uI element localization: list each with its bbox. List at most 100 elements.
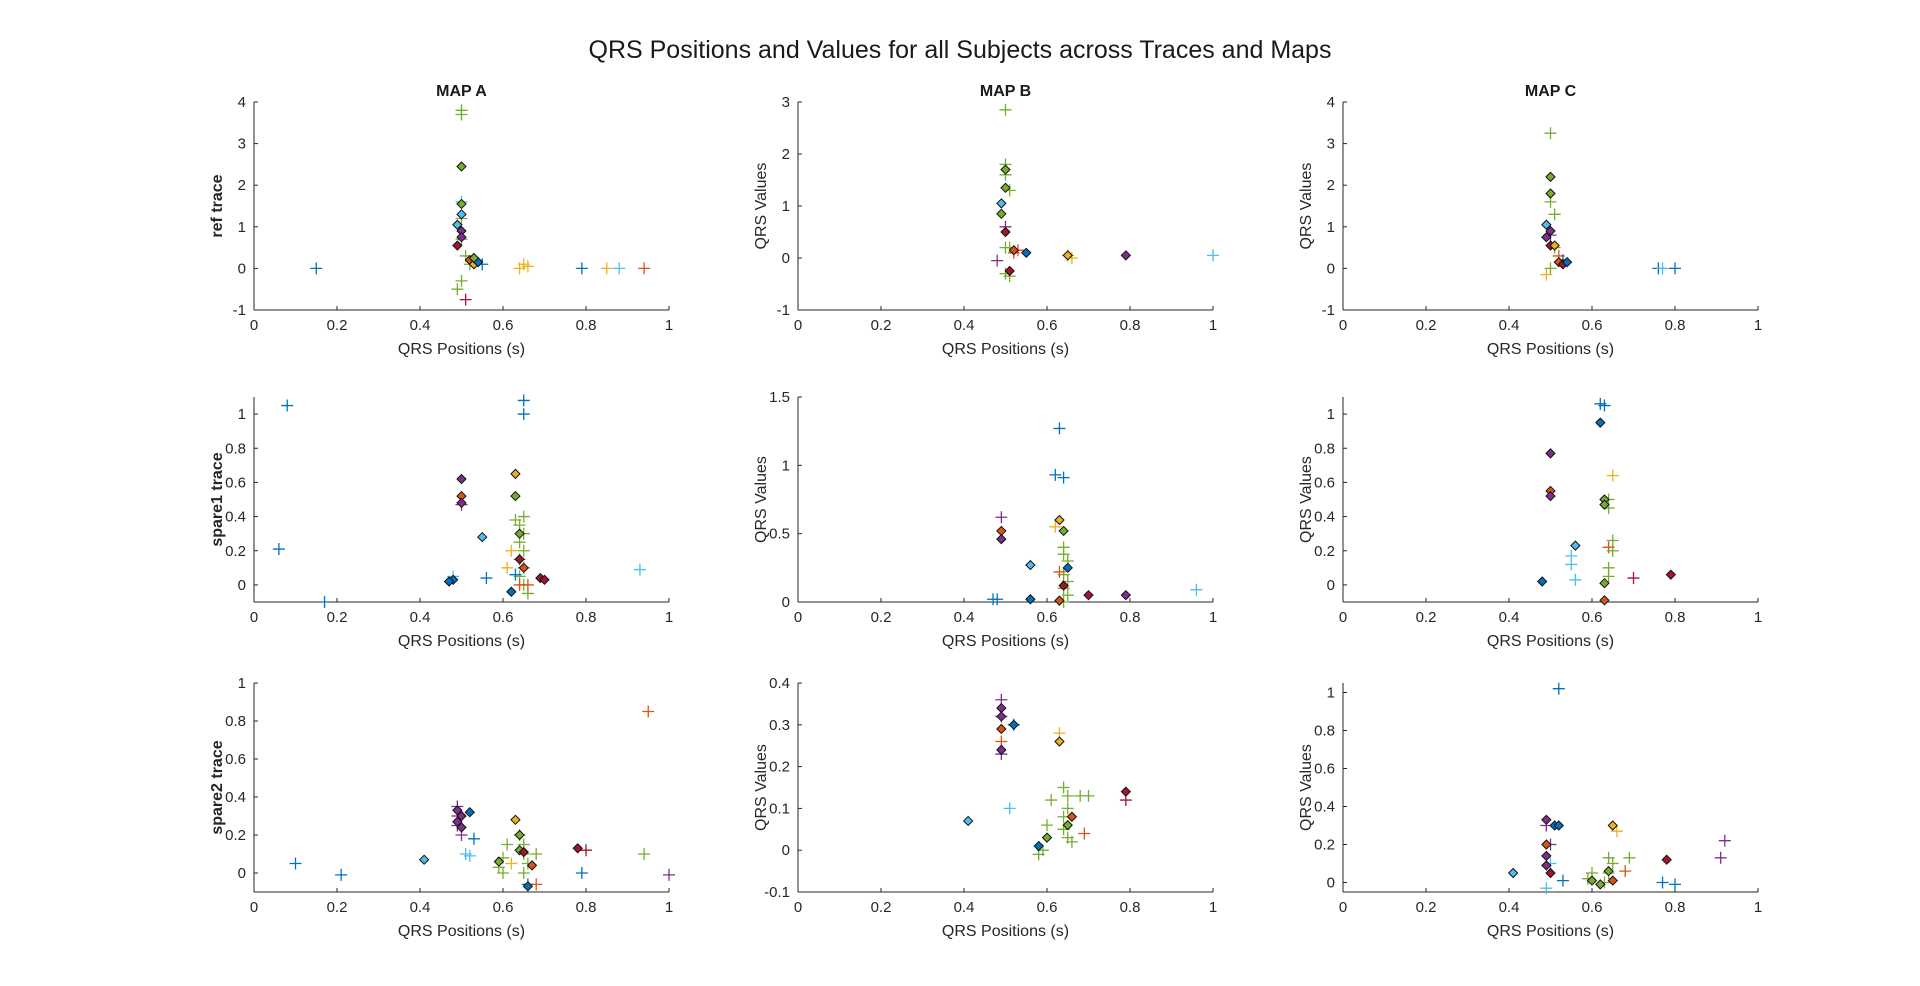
plot-8-diamond-point-4 [1008, 719, 1020, 731]
plot-9-plus-point-13 [1610, 825, 1623, 838]
plot-6-diamond-point-3 [1545, 490, 1556, 502]
plot-5-ytick-label-2: 1 [782, 457, 790, 474]
plot-7-plus-point-1 [638, 848, 651, 860]
plot-8-plus-point-21 [1045, 794, 1058, 807]
plot-6-plus-point-10 [1569, 573, 1582, 586]
plot-7-xtick-label-1: 0.2 [327, 899, 348, 916]
plot-7-xtick-label-2: 0.4 [410, 899, 431, 916]
plot-6-plus-point-9 [1602, 570, 1615, 583]
plot-3-ytick-label-4: 3 [1327, 136, 1335, 153]
plot-5-ytick-label-0: 0 [782, 594, 790, 611]
plot-9-diamond-point-5 [1541, 860, 1552, 871]
plot-3-diamond-point-1 [1545, 188, 1556, 199]
plot-7-plus-point-25 [580, 844, 592, 857]
plot-8-ytick-label-3: 0.2 [769, 759, 790, 776]
plot-1-ytick-label-4: 3 [238, 136, 246, 153]
plot-5-diamond-point-8 [1054, 595, 1065, 606]
plot-6-ytick-label-3: 0.6 [1314, 474, 1335, 491]
plot-6-plus-point-12 [1565, 558, 1578, 571]
plot-7-ytick-label-1: 0.2 [225, 827, 246, 844]
plot-8-ytick-label-1: 0 [782, 842, 790, 859]
plot-3-plus-point-4 [1544, 262, 1557, 275]
plot-2-diamond-point-5 [1004, 265, 1015, 277]
column-title-1: MAP A [436, 83, 487, 100]
plot-4-diamond-point-2 [456, 497, 467, 509]
plot-4-plus-point-21 [521, 578, 534, 591]
plot-9-plus-point-6 [1540, 882, 1553, 895]
plot-8-plus-point-19 [1078, 827, 1091, 840]
plot-4-xlabel: QRS Positions (s) [398, 633, 525, 650]
plot-9-ytick-label-4: 0.8 [1314, 723, 1335, 740]
plot-9-diamond-point-2 [1553, 820, 1565, 831]
plot-9-ytick-label-5: 1 [1327, 685, 1335, 702]
plot-5-xtick-label-0: 0 [794, 609, 802, 626]
plot-4-plus-point-13 [517, 544, 530, 557]
plot-1-plus-point-10 [521, 260, 534, 273]
plot-2-diamond-point-2 [996, 198, 1007, 209]
plot-3-diamond-point-9 [1561, 256, 1573, 268]
plot-4-diamond-point-6 [510, 468, 521, 480]
plot-9-xtick-label-5: 1 [1754, 899, 1762, 916]
plot-9-diamond-point-4 [1541, 850, 1552, 862]
plot-5-diamond-point-3 [1025, 594, 1036, 605]
plot-6-xtick-label-1: 0.2 [1416, 609, 1437, 626]
plot-5-xlabel: QRS Positions (s) [942, 633, 1069, 650]
plot-9-plus-point-11 [1606, 857, 1619, 870]
plot-2-plus-point-14 [999, 241, 1012, 254]
plot-8-ytick-label-5: 0.4 [769, 675, 790, 692]
plot-7-plus-point-16 [505, 857, 518, 870]
plot-2-diamond-point-1 [1000, 182, 1011, 194]
plot-8-xtick-label-4: 0.8 [1120, 899, 1141, 916]
plot-7-diamond-point-7 [510, 814, 521, 826]
plot-2-xtick-label-3: 0.6 [1037, 317, 1058, 334]
plot-6-xlabel: QRS Positions (s) [1487, 633, 1614, 650]
plot-1-plus-point-13 [600, 262, 613, 275]
plot-5-plus-point-5 [987, 593, 1000, 606]
plot-1-diamond-point-5 [456, 231, 467, 243]
column-title-2: MAP B [980, 83, 1031, 100]
plot-8-diamond-point-2 [996, 723, 1007, 735]
plot-9-ytick-label-2: 0.4 [1314, 799, 1335, 816]
plot-3-diamond-point-3 [1545, 225, 1556, 237]
plot-7-diamond-point-0 [452, 805, 463, 816]
plot-1-plus-point-14 [613, 262, 626, 275]
plot-9-plus-point-2 [1718, 834, 1731, 847]
plot-8-xtick-label-5: 1 [1209, 899, 1217, 916]
plot-1-plus-point-0 [310, 262, 323, 275]
plot-4-diamond-point-0 [456, 473, 467, 485]
plot-9-plus-point-17 [1669, 878, 1681, 891]
plot-4-xtick-label-1: 0.2 [327, 609, 348, 626]
plot-8-diamond-point-10 [1066, 811, 1078, 822]
plot-9-xtick-label-2: 0.4 [1499, 899, 1520, 916]
plot-7-diamond-point-1 [456, 810, 467, 822]
plot-2-ylabel: QRS Values [753, 163, 770, 250]
plot-7-plus-point-24 [530, 848, 543, 860]
plot-8-ytick-label-0: -0.1 [764, 884, 790, 901]
plot-4-plus-point-7 [505, 544, 518, 557]
plot-6-xtick-label-2: 0.4 [1499, 609, 1520, 626]
plot-6-ytick-label-2: 0.4 [1314, 509, 1335, 526]
plot-4-diamond-point-8 [514, 528, 525, 539]
plot-1-xtick-label-4: 0.8 [576, 317, 597, 334]
plot-1-plus-point-11 [513, 262, 526, 275]
plot-8-diamond-point-8 [1054, 736, 1065, 747]
plot-6-plus-point-2 [1606, 469, 1619, 482]
plot-3-xtick-label-4: 0.8 [1665, 317, 1686, 334]
plot-9-ytick-label-0: 0 [1327, 875, 1335, 892]
plot-3-ytick-label-0: -1 [1322, 302, 1335, 319]
figure-title: QRS Positions and Values for all Subject… [588, 36, 1332, 64]
plot-8-plus-point-15 [1082, 789, 1095, 802]
plot-3-ytick-label-5: 4 [1327, 94, 1335, 111]
plot-4-diamond-point-9 [514, 554, 525, 565]
plot-3-diamond-point-0 [1545, 171, 1556, 183]
plot-8-diamond-point-7 [1041, 832, 1053, 843]
plot-9-xtick-label-1: 0.2 [1416, 899, 1437, 916]
plot-1-plus-point-6 [459, 293, 472, 306]
plot-9-diamond-point-7 [1586, 875, 1598, 886]
plot-7-diamond-point-6 [493, 856, 505, 867]
plot-4-ytick-label-3: 0.6 [225, 474, 246, 491]
plot-9-diamond-point-8 [1595, 879, 1606, 890]
plot-7-plus-point-15 [497, 867, 509, 879]
plot-1-xlabel: QRS Positions (s) [398, 341, 525, 358]
